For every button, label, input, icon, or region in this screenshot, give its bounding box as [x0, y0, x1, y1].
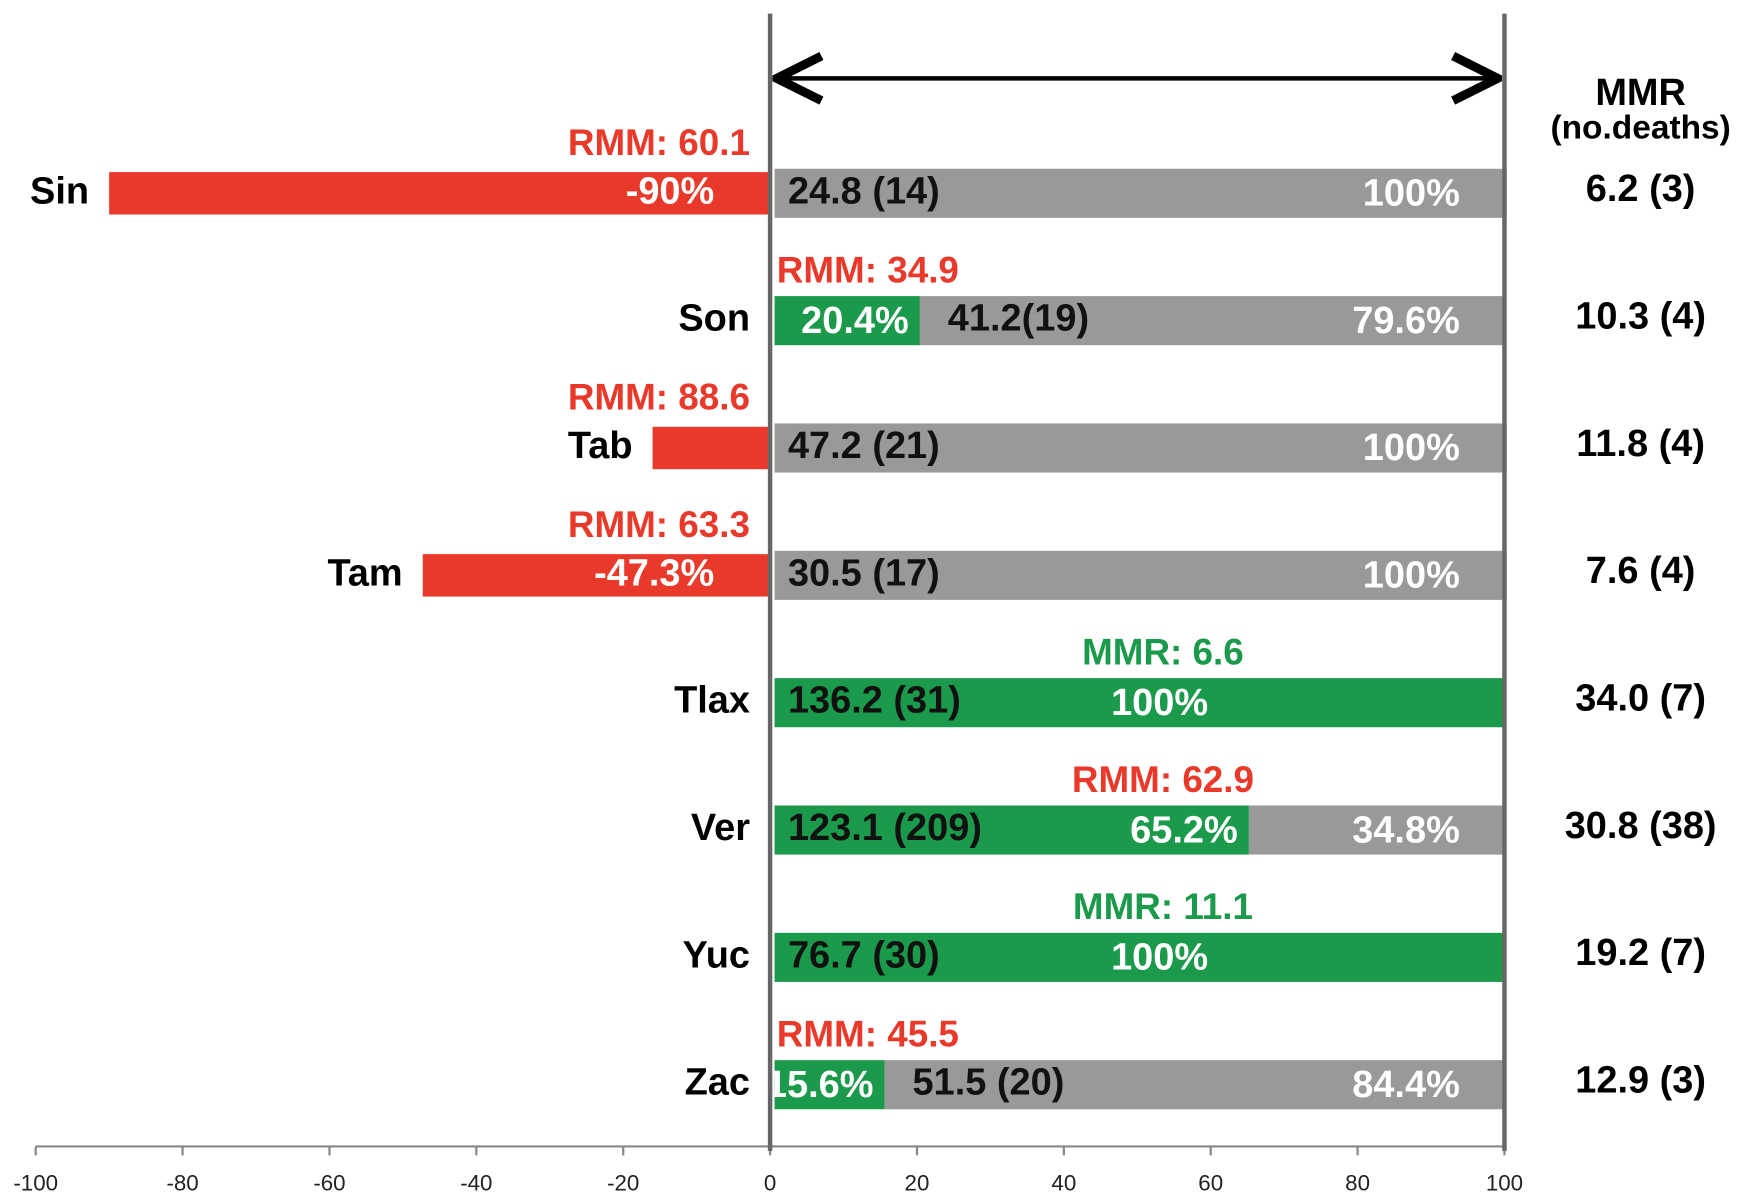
right-label: 34.0 (7)	[1575, 677, 1706, 719]
value-label: 100%	[1363, 427, 1460, 469]
value-label: 79.6%	[1352, 300, 1460, 342]
inner-label: 123.1 (209)	[788, 807, 982, 849]
category-label: Sin	[30, 170, 89, 212]
bar	[1248, 805, 1505, 855]
bar	[774, 678, 1505, 728]
value-label: -47.3%	[594, 552, 714, 594]
value-label: -90%	[626, 170, 715, 212]
right-label: 19.2 (7)	[1575, 932, 1706, 974]
x-tick-label: -20	[607, 1170, 639, 1195]
category-label: Zac	[685, 1062, 750, 1104]
inner-label: 76.7 (30)	[788, 934, 940, 976]
category-label: Ver	[691, 807, 750, 849]
inner-label: 51.5 (20)	[913, 1062, 1065, 1104]
right-label: 10.3 (4)	[1575, 295, 1706, 337]
x-tick-label: -40	[460, 1170, 492, 1195]
x-tick-label: -80	[166, 1170, 198, 1195]
inner-label: 136.2 (31)	[788, 680, 961, 722]
x-tick-label: 100	[1486, 1170, 1523, 1195]
annotation: RMM: 88.6	[568, 377, 750, 418]
inner-label: 47.2 (21)	[788, 425, 940, 467]
category-label: Son	[678, 298, 750, 340]
annotation: RMM: 34.9	[777, 249, 959, 290]
right-label: 6.2 (3)	[1586, 168, 1696, 210]
value-label: 20.4%	[801, 300, 909, 342]
inner-label: 30.5 (17)	[788, 552, 940, 594]
bar	[774, 168, 1507, 218]
value-label: 100%	[1111, 937, 1208, 979]
value-label: 65.2%	[1130, 809, 1238, 851]
bar	[774, 550, 1507, 600]
bar	[919, 296, 1505, 346]
value-label: 100%	[1363, 173, 1460, 215]
header: (no.deaths)	[1550, 110, 1730, 147]
annotation: RMM: 45.5	[777, 1013, 959, 1054]
bar	[774, 423, 1507, 473]
inner-label: 41.2(19)	[948, 298, 1089, 340]
value-label: 100%	[1363, 555, 1460, 597]
bar	[884, 1060, 1505, 1110]
x-tick-label: -100	[13, 1170, 58, 1195]
value-label: 100%	[1111, 682, 1208, 724]
right-label: 30.8 (38)	[1565, 805, 1717, 847]
bar	[774, 296, 920, 346]
bar	[652, 426, 771, 470]
right-label: 11.8 (4)	[1576, 423, 1705, 465]
right-label: 7.6 (4)	[1586, 550, 1696, 592]
value-label: 15.6%	[766, 1064, 874, 1106]
x-tick-label: 60	[1198, 1170, 1223, 1195]
bar	[774, 932, 1505, 982]
category-label: Tab	[568, 425, 633, 467]
header: MMR	[1595, 72, 1686, 114]
annotation: MMR: 6.6	[1082, 631, 1244, 672]
annotation: RMM: 60.1	[568, 122, 750, 163]
category-label: Yuc	[683, 934, 750, 976]
bar	[774, 1060, 885, 1110]
bar	[774, 805, 1249, 855]
bar	[109, 172, 771, 215]
x-tick-label: 80	[1345, 1170, 1370, 1195]
bar	[422, 554, 771, 597]
x-tick-label: 0	[764, 1170, 776, 1195]
inner-label: 24.8 (14)	[788, 170, 940, 212]
right-label: 12.9 (3)	[1575, 1059, 1706, 1101]
annotation: RMM: 62.9	[1072, 759, 1254, 800]
annotation: MMR: 11.1	[1073, 886, 1253, 927]
x-tick-label: 40	[1051, 1170, 1076, 1195]
x-tick-label: -60	[313, 1170, 345, 1195]
category-label: Tam	[327, 552, 402, 594]
x-tick-label: 20	[905, 1170, 930, 1195]
annotation: RMM: 63.3	[568, 504, 750, 545]
category-label: Tlax	[674, 680, 750, 722]
value-label: 34.8%	[1352, 809, 1460, 851]
value-label: 84.4%	[1352, 1064, 1460, 1106]
